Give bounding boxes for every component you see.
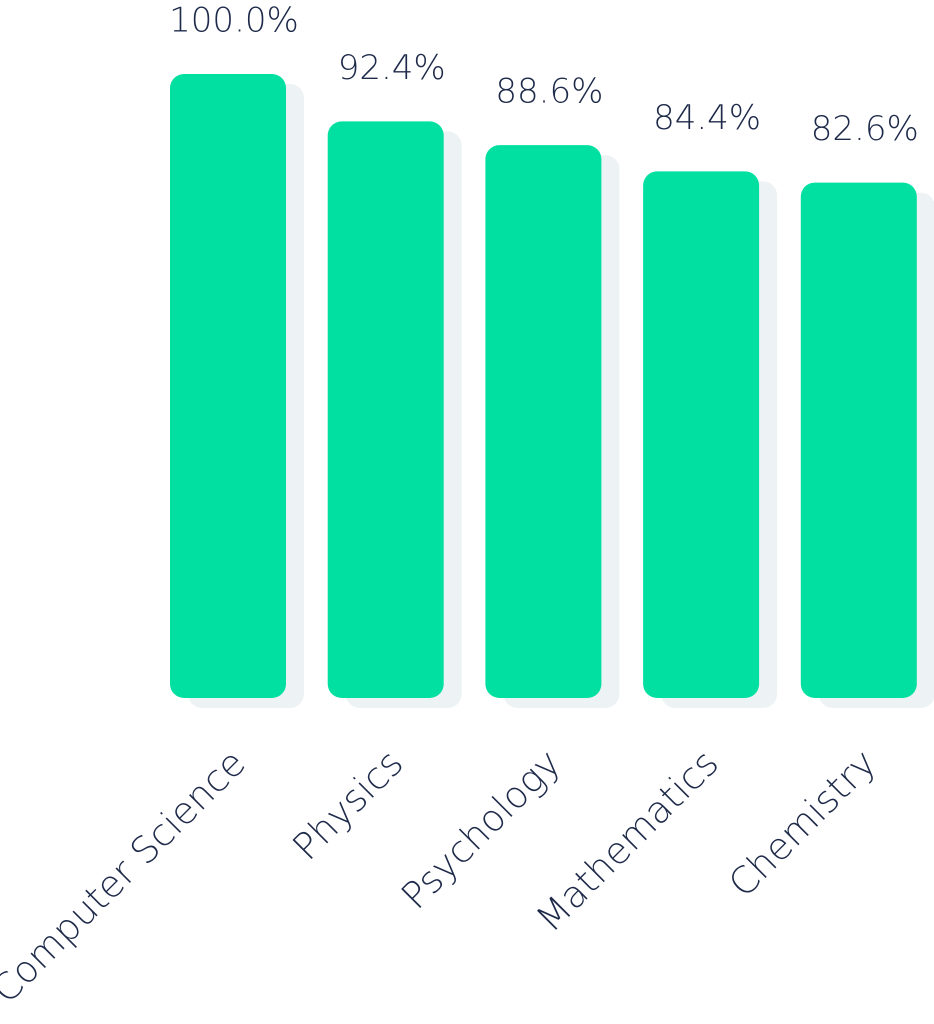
value-label: 100.0% (169, 1, 299, 41)
value-label: 82.6% (811, 109, 919, 149)
value-label: 92.4% (338, 48, 446, 88)
value-label: 88.6% (495, 72, 603, 112)
x-tick-label: Physics (284, 741, 411, 868)
bar (485, 145, 602, 699)
x-tick-label: Psychology (393, 741, 569, 917)
bar (800, 182, 917, 699)
value-label: 84.4% (653, 98, 761, 138)
x-tick-label: Chemistry (720, 741, 884, 905)
bar (643, 171, 760, 698)
x-tick-label: Computer Science (0, 741, 254, 1011)
bar (170, 74, 286, 698)
bar (327, 121, 444, 698)
